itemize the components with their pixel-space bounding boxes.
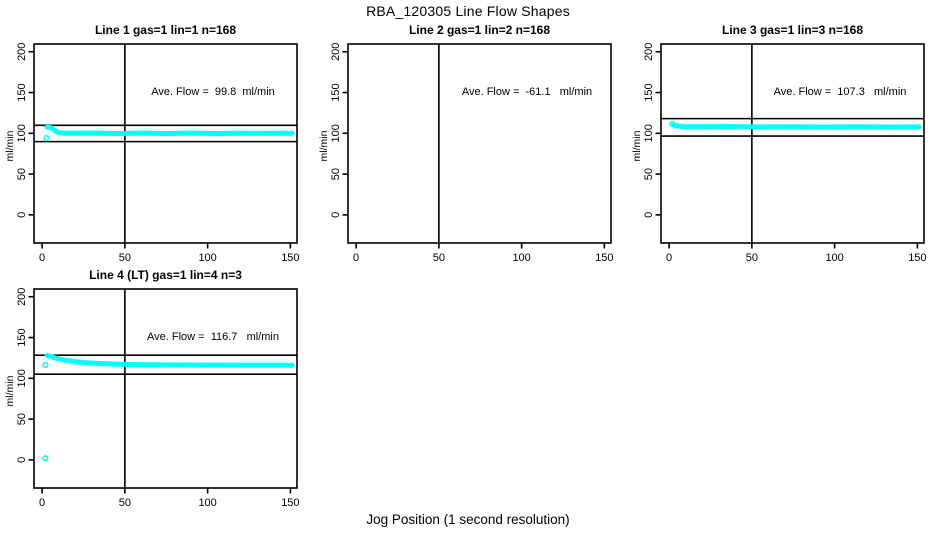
subplot-title: Line 3 gas=1 lin=3 n=168 [721, 23, 864, 37]
y-tick-label: 50 [643, 168, 655, 180]
plot-area: 0 50 100 150 0 50 100 150 200 [16, 288, 300, 509]
figure-title: RBA_120305 Line Flow Shapes [366, 3, 570, 19]
x-tick-label: 150 [595, 252, 613, 264]
y-axis-label: ml/min [318, 130, 330, 162]
y-tick-label: 0 [16, 457, 28, 463]
y-tick-label: 50 [16, 168, 28, 180]
x-tick-label: 150 [281, 497, 299, 509]
ave-flow-label: Ave. Flow = 107.3 ml/min [773, 86, 907, 98]
y-tick-label: 100 [643, 124, 655, 142]
x-tick-label: 100 [198, 497, 216, 509]
subplot-line-4: 0 50 100 150 0 50 100 150 200 Line 4 (LT) gas=1 … [0, 245, 312, 520]
x-tick-label: 50 [433, 252, 445, 264]
flow-point [43, 135, 50, 142]
x-tick-label: 100 [198, 252, 216, 264]
y-axis-label: ml/min [4, 375, 16, 407]
subplot-line-1: 0 50 100 150 0 50 100 150 200 Line 1 gas=1 lin=1… [0, 0, 312, 275]
plot-area: 0 50 100 150 0 50 100 150 200 [330, 43, 614, 264]
subplot-title: Line 4 (LT) gas=1 lin=4 n=3 [89, 268, 242, 282]
x-tick-label: 0 [353, 252, 359, 264]
y-tick-label: 50 [330, 168, 342, 180]
y-tick-label: 0 [330, 212, 342, 218]
y-tick-label: 0 [643, 212, 655, 218]
plot-area: 0 50 100 150 0 50 100 150 200 [16, 43, 300, 264]
y-tick-label: 100 [16, 124, 28, 142]
x-tick-label: 150 [908, 252, 926, 264]
subplot-line-3: 0 50 100 150 0 50 100 150 200 Line 3 gas=1 lin=3… [627, 0, 936, 275]
y-tick-label: 150 [16, 83, 28, 101]
x-tick-label: 0 [39, 497, 45, 509]
y-axis-label: ml/min [631, 130, 643, 162]
y-tick-label: 200 [16, 288, 28, 306]
y-tick-label: 200 [330, 43, 342, 61]
y-tick-label: 200 [16, 43, 28, 61]
flow-point-band [44, 353, 295, 368]
flow-point-band [44, 124, 295, 136]
x-tick-label: 150 [281, 252, 299, 264]
x-axis-label: Jog Position (1 second resolution) [366, 512, 570, 527]
y-axis-label: ml/min [4, 130, 16, 162]
flow-point [42, 361, 49, 368]
y-tick-label: 0 [16, 212, 28, 218]
x-tick-label: 50 [119, 252, 131, 264]
x-tick-label: 50 [119, 497, 131, 509]
y-tick-label: 150 [16, 328, 28, 346]
plot-box [347, 43, 612, 244]
flow-point [669, 120, 676, 128]
y-tick-label: 100 [16, 369, 28, 387]
y-tick-label: 150 [330, 83, 342, 101]
subplot-title: Line 2 gas=1 lin=2 n=168 [408, 23, 551, 37]
subplot-title: Line 1 gas=1 lin=1 n=168 [94, 23, 237, 37]
x-tick-label: 0 [39, 252, 45, 264]
plot-box [33, 288, 298, 489]
ave-flow-label: Ave. Flow = 99.8 ml/min [151, 86, 275, 98]
y-tick-label: 100 [330, 124, 342, 142]
flow-point [42, 455, 49, 462]
x-tick-label: 0 [666, 252, 672, 264]
y-tick-label: 200 [643, 43, 655, 61]
x-tick-label: 100 [512, 252, 530, 264]
ave-flow-label: Ave. Flow = -61.1 ml/min [461, 86, 593, 98]
x-tick-label: 50 [746, 252, 758, 264]
plot-box [33, 43, 298, 244]
y-tick-label: 150 [643, 83, 655, 101]
y-tick-label: 50 [16, 413, 28, 425]
ave-flow-label: Ave. Flow = 116.7 ml/min [147, 331, 279, 343]
subplot-line-2: 0 50 100 150 0 50 100 150 200 Line 2 gas=1 lin=2… [314, 0, 626, 275]
plot-box [660, 43, 925, 244]
plot-area: 0 50 100 150 0 50 100 150 200 [643, 43, 927, 264]
x-tick-label: 100 [825, 252, 843, 264]
flow-point-band [671, 122, 922, 130]
